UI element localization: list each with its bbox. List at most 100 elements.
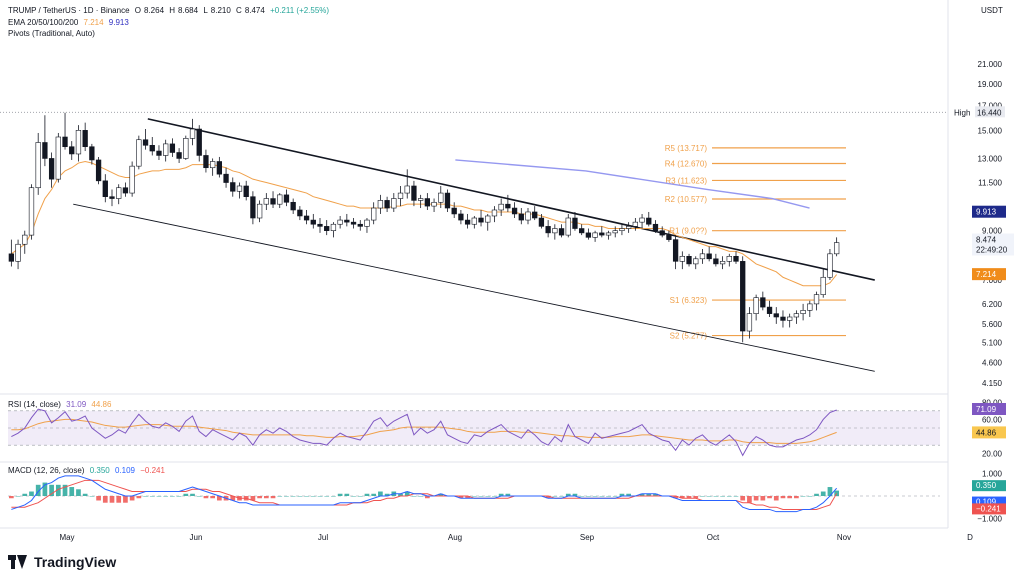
macd-histogram-bar: [29, 491, 34, 496]
candle-body: [48, 158, 55, 180]
candle: [659, 226, 665, 238]
macd-histogram-bar: [586, 496, 591, 497]
candle: [35, 132, 41, 195]
macd-histogram-bar: [713, 496, 719, 497]
macd-histogram-bar: [492, 496, 497, 497]
candle: [256, 200, 263, 223]
macd-signal-tag-value: 0.109: [976, 498, 997, 507]
candle: [511, 202, 518, 219]
candle: [693, 256, 699, 270]
candle-body: [719, 261, 726, 265]
rsi-legend[interactable]: RSI (14, close) 31.09 44.86: [8, 400, 114, 409]
tradingview-logo[interactable]: TradingView: [8, 554, 116, 570]
macd-histogram-bar: [357, 496, 363, 497]
macd-histogram-bar: [767, 496, 772, 499]
candle: [89, 143, 95, 165]
macd-legend[interactable]: MACD (12, 26, close) 0.350 0.109 −0.241: [8, 466, 168, 475]
price-tick-label: 7.000: [982, 276, 1003, 285]
macd-histogram-bar: [787, 496, 793, 499]
candle-body: [713, 258, 719, 265]
macd-histogram-bar: [190, 493, 195, 496]
candle: [250, 191, 256, 225]
candle: [189, 118, 196, 146]
macd-histogram-bar: [612, 496, 618, 497]
candle: [176, 148, 182, 164]
candle: [404, 169, 410, 199]
ema20-line: [11, 160, 838, 287]
price-pane[interactable]: R5 (13.717) R4 (12.670) R3 (11.623) R2 (10.…: [0, 111, 948, 372]
candle: [196, 125, 202, 162]
candle: [706, 246, 712, 262]
macd-histogram-bar: [210, 496, 215, 499]
price-tick-label: 6.200: [982, 300, 1003, 309]
macd-histogram-bar: [102, 496, 108, 503]
price-tick-label: 15.000: [978, 126, 1003, 135]
candle-body: [75, 130, 82, 155]
macd-histogram-bar: [639, 493, 645, 496]
candle-body: [129, 165, 135, 194]
rsi-tag-value: 71.09: [976, 405, 997, 414]
candle-body: [552, 228, 558, 234]
candle-body: [243, 185, 249, 197]
price-tick-label: 17.000: [978, 102, 1003, 111]
macd-histogram-bar: [183, 493, 189, 496]
candle: [444, 189, 451, 212]
candle-body: [290, 201, 296, 211]
candle: [156, 145, 162, 160]
candle-body: [753, 297, 759, 314]
macd-histogram-bar: [15, 496, 21, 497]
candle: [552, 224, 558, 240]
candle-body: [813, 294, 820, 305]
pivot-label-s1: S1 (6.323): [670, 296, 708, 305]
macd-histogram-bar: [270, 496, 276, 499]
candle-body: [357, 223, 363, 227]
macd-histogram-bar: [62, 484, 68, 496]
macd-histogram-bar: [485, 496, 491, 497]
candle: [733, 251, 739, 264]
rsi-pane[interactable]: [8, 408, 940, 457]
candle-body: [726, 255, 732, 262]
macd-histogram-bar: [559, 496, 564, 497]
time-tick-label: Jun: [190, 533, 203, 542]
candle-body: [183, 138, 189, 159]
candle-body: [397, 192, 404, 199]
candle: [8, 239, 15, 267]
high-tag-value: 16.440: [977, 108, 1002, 117]
candle-body: [156, 150, 162, 156]
macd-histogram-bar: [55, 484, 61, 496]
candle-body: [833, 242, 840, 255]
currency-label[interactable]: USDT: [981, 6, 1003, 15]
candle-body: [740, 261, 746, 332]
candle-body: [746, 313, 753, 332]
candle-body: [733, 255, 739, 262]
macd-histogram-bar: [163, 496, 169, 497]
candle: [230, 177, 236, 197]
pivots-legend[interactable]: Pivots (Traditional, Auto): [8, 29, 98, 38]
macd-histogram-bar: [35, 484, 41, 496]
candle: [22, 230, 28, 254]
macd-histogram-bar: [706, 496, 712, 497]
candle-body: [558, 228, 565, 236]
ema-legend[interactable]: EMA 20/50/100/200 7.214 9.913: [8, 18, 132, 27]
candle-body: [303, 215, 310, 221]
macd-histogram-bar: [572, 493, 578, 496]
candle-body: [163, 143, 169, 156]
candle: [297, 206, 303, 221]
macd-histogram-bar: [686, 496, 692, 499]
candle: [766, 300, 773, 318]
candle-body: [599, 232, 605, 236]
macd-pane[interactable]: [8, 475, 940, 513]
change-value: +0.211 (+2.55%): [270, 6, 330, 15]
macd-histogram-bar: [579, 496, 585, 497]
rsi-tick-label: 80.00: [982, 398, 1003, 407]
pivot-label-s2: S2 (5.277): [670, 332, 708, 341]
candle: [183, 135, 189, 160]
candle-body: [384, 200, 390, 209]
macd-histogram-bar: [780, 496, 786, 499]
ema-a-value: 7.214: [83, 18, 104, 27]
candle: [753, 294, 759, 321]
symbol-title[interactable]: TRUMP / TetherUS · 1D · Binance: [8, 6, 130, 15]
macd-histogram-bar: [351, 496, 356, 497]
candle-body: [438, 192, 444, 203]
